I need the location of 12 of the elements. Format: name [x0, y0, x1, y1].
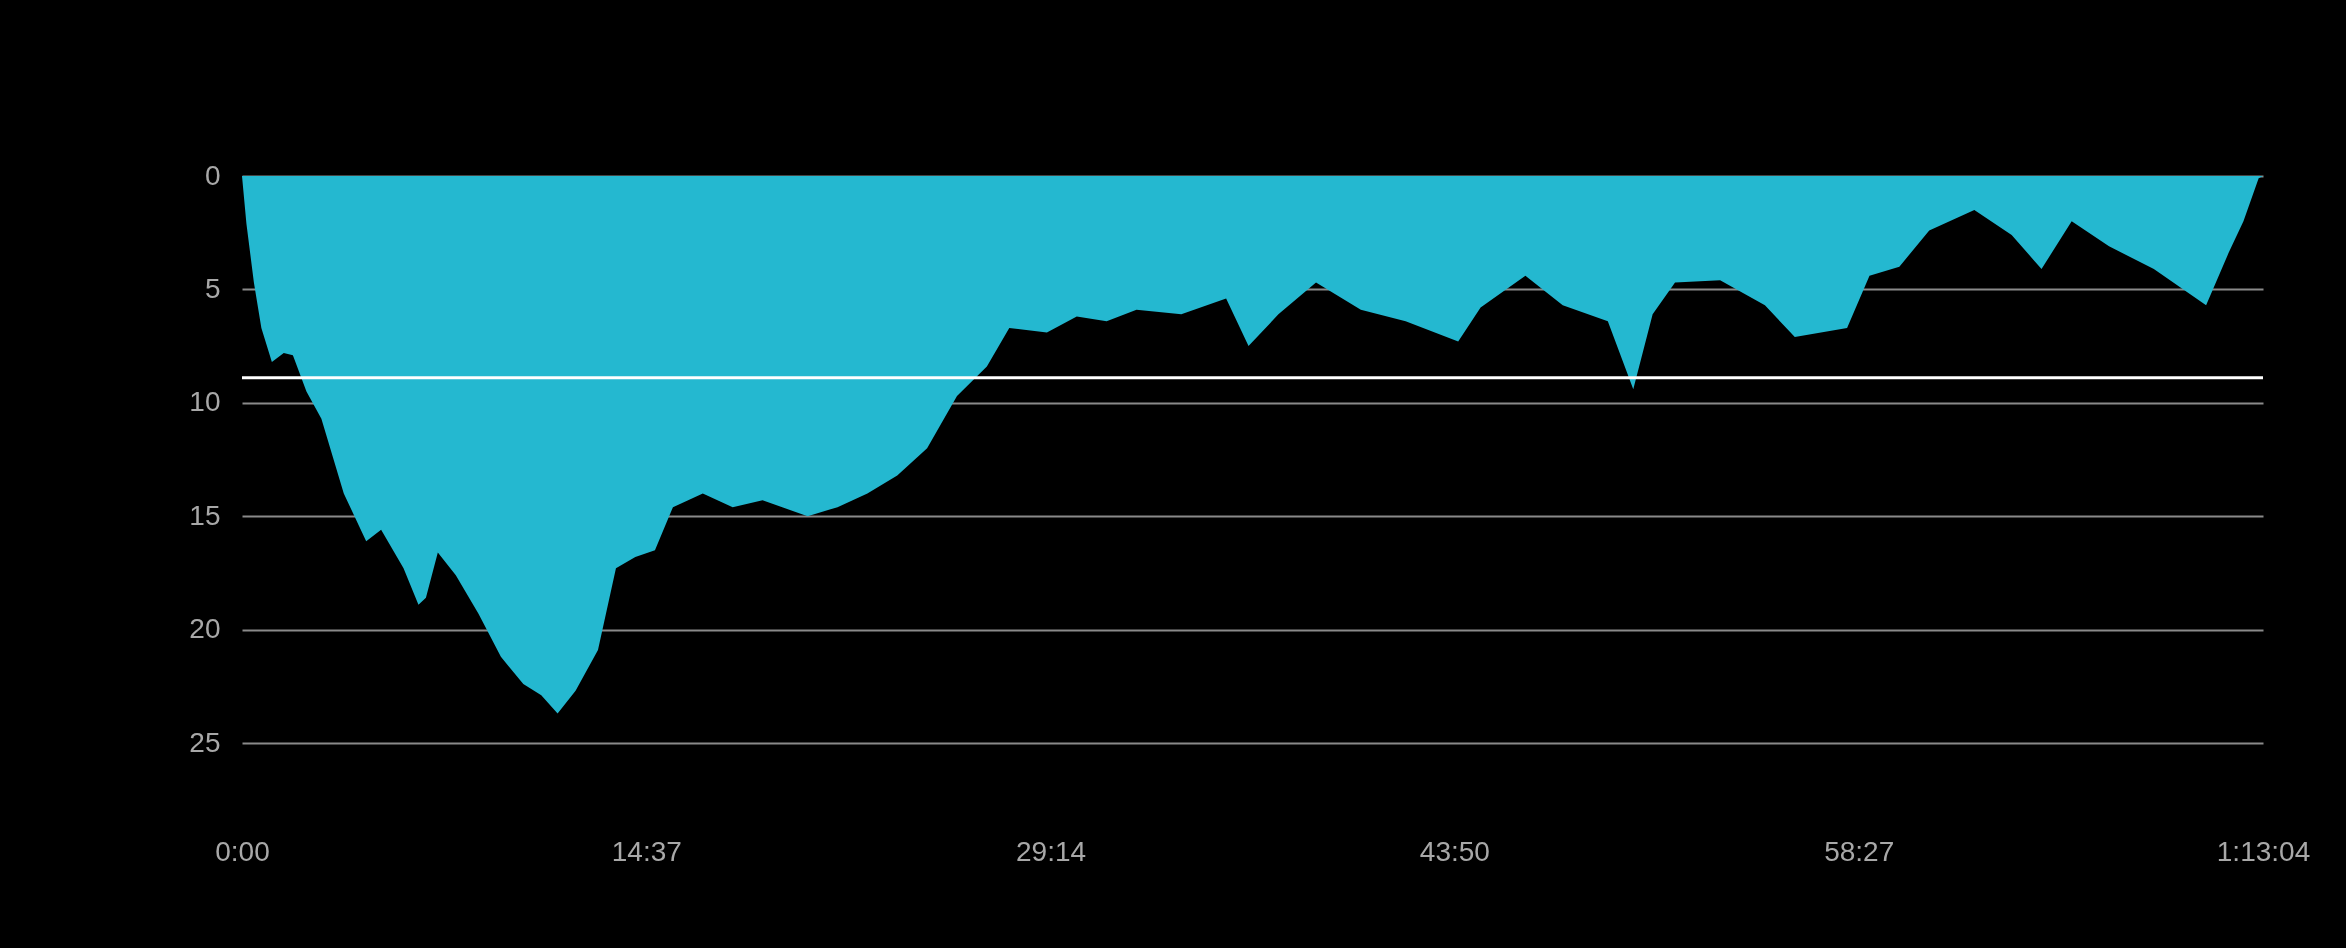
x-tick-label: 14:37: [611, 835, 682, 867]
x-tick-label: 43:50: [1419, 835, 1490, 867]
y-tick-label: 20: [189, 613, 221, 645]
y-tick-label: 15: [189, 499, 221, 531]
y-tick-label: 5: [204, 272, 221, 304]
x-tick-label: 29:14: [1016, 835, 1087, 867]
y-tick-label: 25: [189, 726, 221, 758]
x-tick-label: 58:27: [1824, 835, 1895, 867]
y-tick-label: 10: [189, 386, 221, 418]
x-tick-label: 1:13:04: [2216, 835, 2311, 867]
x-tick-label: 0:00: [215, 835, 270, 867]
y-tick-label: 0: [204, 159, 221, 191]
